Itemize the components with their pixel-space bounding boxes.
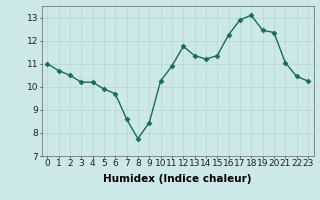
X-axis label: Humidex (Indice chaleur): Humidex (Indice chaleur) <box>103 174 252 184</box>
